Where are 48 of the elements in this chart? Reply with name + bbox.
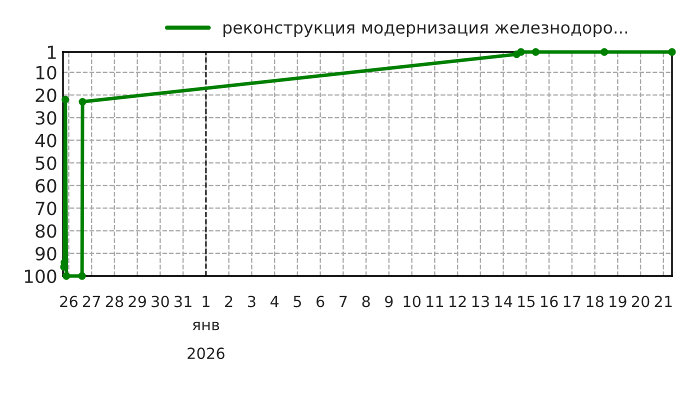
point — [78, 272, 86, 280]
x-tick-label: 5 — [294, 296, 301, 308]
x-tick-label: 2 — [225, 296, 232, 308]
point — [517, 48, 525, 56]
x-tick-label: 11 — [426, 296, 443, 308]
point — [62, 96, 70, 104]
x-tick-label: 8 — [362, 296, 370, 308]
x-tick-label: 21 — [654, 296, 672, 308]
x-tick-label: 1 — [202, 296, 210, 308]
x-tick-label: 6 — [316, 296, 324, 308]
point — [78, 98, 86, 106]
x-axis-title: янв 2026 — [188, 322, 224, 360]
x-tick-label: 13 — [472, 296, 489, 308]
point — [600, 48, 608, 56]
y-tick-label: 60 — [36, 178, 56, 193]
x-tick-label: 10 — [404, 296, 421, 308]
x-tick-label: 19 — [610, 296, 626, 308]
x-tick-label: 20 — [632, 296, 650, 308]
y-tick-label: 100 — [24, 269, 56, 284]
y-tick-label: 10 — [36, 66, 56, 80]
y-tick-label: 20 — [36, 88, 56, 102]
x-tick-label: 30 — [152, 296, 169, 308]
x-tick-label: 7 — [340, 296, 347, 308]
point — [532, 48, 540, 56]
x-tick-label: 9 — [385, 296, 393, 308]
x-tick-label: 4 — [270, 296, 279, 308]
x-tick-label: 27 — [82, 296, 100, 308]
y-tick-label: 70 — [36, 202, 56, 216]
y-tick-label: 90 — [36, 246, 56, 260]
y-tick-label: 1 — [48, 46, 56, 59]
y-tick-label: 40 — [35, 134, 56, 148]
y-tick-label: 80 — [36, 224, 56, 238]
x-tick-label: 15 — [518, 296, 535, 308]
x-tick-label: 12 — [450, 296, 466, 308]
x-tick-label: 17 — [564, 296, 580, 308]
point — [668, 48, 676, 56]
y-tick-label: 50 — [36, 156, 56, 170]
y-tick-label: 30 — [36, 111, 56, 125]
x-tick-label: 14 — [495, 296, 512, 308]
x-tick-label: 31 — [174, 296, 192, 308]
point — [62, 272, 70, 280]
x-tick-label: 28 — [106, 296, 124, 308]
x-tick-label: 26 — [60, 296, 78, 308]
x-tick-label: 16 — [541, 296, 558, 308]
legend-label: реконструкция модернизация железнодоро... — [224, 24, 628, 37]
x-tick-label: 3 — [248, 296, 256, 308]
x-tick-label: 29 — [128, 296, 146, 308]
x-tick-label: 18 — [586, 296, 604, 308]
